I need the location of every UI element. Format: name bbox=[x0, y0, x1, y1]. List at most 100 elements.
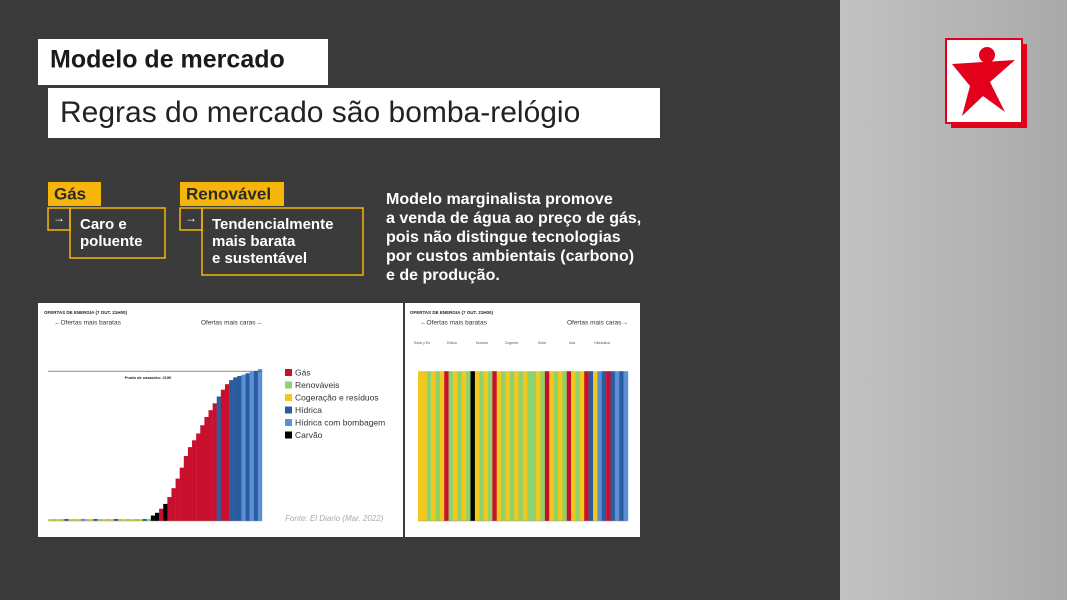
source: Fonte: El Diario (Mar. 2022) bbox=[285, 514, 384, 523]
bar bbox=[444, 371, 449, 521]
bar bbox=[257, 369, 263, 521]
legend-swatch bbox=[285, 369, 292, 376]
bar bbox=[470, 371, 476, 521]
chart-label: Solar y Eo bbox=[414, 341, 430, 345]
chart-note: Ofertas mais caras→ bbox=[201, 320, 262, 327]
bar bbox=[142, 518, 147, 521]
bar bbox=[619, 371, 624, 521]
bar bbox=[505, 371, 511, 521]
bar bbox=[245, 373, 250, 521]
legend-label: Carvão bbox=[295, 430, 323, 440]
chart-label: Cogener. bbox=[505, 341, 519, 345]
bar bbox=[623, 371, 629, 521]
bar bbox=[610, 371, 616, 521]
bar bbox=[606, 371, 611, 521]
bar bbox=[241, 374, 246, 521]
bar bbox=[527, 371, 532, 521]
logo bbox=[945, 38, 1027, 128]
bar bbox=[549, 371, 554, 521]
chart-note: ←Ofertas mais baratas bbox=[54, 320, 122, 327]
bar bbox=[171, 488, 176, 521]
bar bbox=[68, 518, 73, 521]
bar bbox=[109, 518, 115, 521]
description-line: pois não distingue tecnologias bbox=[386, 229, 621, 246]
bar bbox=[216, 396, 222, 521]
bar bbox=[48, 518, 53, 521]
bar bbox=[150, 515, 156, 521]
bar bbox=[233, 377, 238, 521]
chart-label: Solar bbox=[538, 341, 547, 345]
bar bbox=[435, 371, 441, 521]
bar bbox=[159, 508, 164, 521]
bar bbox=[204, 417, 209, 521]
legend-label: Cogeração e resíduos bbox=[295, 392, 379, 402]
description-line: Modelo marginalista promove bbox=[386, 191, 613, 208]
chart-label: Hidráulica bbox=[594, 341, 610, 345]
bar bbox=[614, 371, 620, 521]
card-text: e sustentável bbox=[212, 250, 307, 267]
legend-swatch bbox=[285, 419, 292, 426]
section-box bbox=[38, 39, 328, 85]
title-box bbox=[48, 88, 660, 138]
bar bbox=[249, 371, 254, 521]
bar bbox=[85, 518, 90, 521]
legend-swatch bbox=[285, 406, 292, 414]
bar bbox=[175, 478, 180, 521]
bar bbox=[418, 371, 423, 521]
bar bbox=[431, 371, 436, 521]
bar bbox=[496, 371, 502, 521]
bar bbox=[523, 371, 528, 521]
bar bbox=[531, 371, 537, 521]
bar bbox=[571, 371, 576, 521]
bar bbox=[479, 371, 484, 521]
bar bbox=[597, 371, 602, 521]
bar bbox=[179, 467, 185, 521]
bar bbox=[501, 371, 506, 521]
bar bbox=[518, 371, 524, 521]
bar bbox=[101, 518, 106, 521]
card-text: Caro e bbox=[80, 216, 127, 233]
card-arrow: → bbox=[185, 211, 197, 225]
bar bbox=[117, 518, 123, 521]
bar bbox=[220, 389, 226, 521]
bar bbox=[457, 371, 462, 521]
bar bbox=[163, 503, 168, 521]
legend-label: Hídrica com bombagem bbox=[295, 417, 385, 427]
bar bbox=[466, 371, 471, 521]
bar bbox=[229, 380, 234, 521]
card-text-box bbox=[69, 207, 166, 259]
annotation: Punto de casación: 219€ bbox=[125, 375, 172, 380]
bar bbox=[89, 518, 94, 521]
card-arrow: → bbox=[53, 211, 65, 225]
bar bbox=[212, 403, 217, 521]
bar bbox=[208, 410, 213, 521]
card-label-box bbox=[180, 182, 284, 206]
bar bbox=[562, 371, 567, 521]
bar bbox=[224, 384, 230, 521]
bar bbox=[483, 371, 489, 521]
bar bbox=[253, 371, 259, 521]
chart-note: ←Ofertas mais baratas bbox=[420, 320, 488, 327]
chart-title: OFERTAS DE ENERGIA (7 OUT. 21H00) bbox=[410, 310, 494, 315]
bar bbox=[76, 518, 82, 521]
bar bbox=[601, 371, 607, 521]
bar bbox=[461, 371, 467, 521]
card-text: Tendencialmente bbox=[212, 216, 333, 233]
chart-title: OFERTAS DE ENERGIA (7 OUT. 21H00) bbox=[44, 310, 128, 315]
bar bbox=[553, 371, 559, 521]
description-line: a venda de água ao preço de gás, bbox=[386, 210, 641, 227]
chart-label: Nuclear bbox=[476, 341, 489, 345]
legend-label: Hídrica bbox=[295, 405, 322, 415]
legend-swatch bbox=[285, 394, 292, 401]
slide-title: Regras do mercado são bomba-relógio bbox=[60, 96, 580, 129]
bar bbox=[584, 371, 589, 521]
bar bbox=[187, 447, 193, 521]
bar bbox=[80, 518, 86, 521]
bar bbox=[509, 371, 515, 521]
bar bbox=[200, 425, 205, 521]
bar bbox=[126, 518, 131, 521]
bar bbox=[588, 371, 594, 521]
bar bbox=[566, 371, 572, 521]
bar bbox=[579, 371, 585, 521]
